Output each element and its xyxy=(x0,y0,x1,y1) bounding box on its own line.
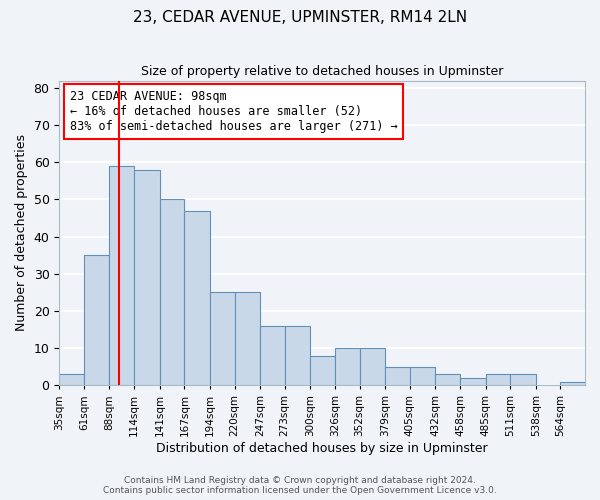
Bar xyxy=(260,326,285,386)
Y-axis label: Number of detached properties: Number of detached properties xyxy=(15,134,28,332)
Bar xyxy=(84,255,109,386)
Bar xyxy=(285,326,310,386)
Bar xyxy=(210,292,235,386)
Bar xyxy=(436,374,460,386)
Bar xyxy=(134,170,160,386)
Bar xyxy=(560,382,585,386)
Title: Size of property relative to detached houses in Upminster: Size of property relative to detached ho… xyxy=(141,65,503,78)
Bar xyxy=(460,378,485,386)
Bar xyxy=(109,166,134,386)
Text: 23, CEDAR AVENUE, UPMINSTER, RM14 2LN: 23, CEDAR AVENUE, UPMINSTER, RM14 2LN xyxy=(133,10,467,25)
Bar xyxy=(59,374,84,386)
Bar xyxy=(184,210,210,386)
Bar xyxy=(410,366,436,386)
X-axis label: Distribution of detached houses by size in Upminster: Distribution of detached houses by size … xyxy=(157,442,488,455)
Bar xyxy=(335,348,359,386)
Text: Contains HM Land Registry data © Crown copyright and database right 2024.
Contai: Contains HM Land Registry data © Crown c… xyxy=(103,476,497,495)
Bar xyxy=(310,356,335,386)
Bar xyxy=(385,366,410,386)
Bar xyxy=(160,200,184,386)
Bar xyxy=(485,374,510,386)
Bar xyxy=(510,374,536,386)
Bar xyxy=(235,292,260,386)
Text: 23 CEDAR AVENUE: 98sqm
← 16% of detached houses are smaller (52)
83% of semi-det: 23 CEDAR AVENUE: 98sqm ← 16% of detached… xyxy=(70,90,398,132)
Bar xyxy=(359,348,385,386)
